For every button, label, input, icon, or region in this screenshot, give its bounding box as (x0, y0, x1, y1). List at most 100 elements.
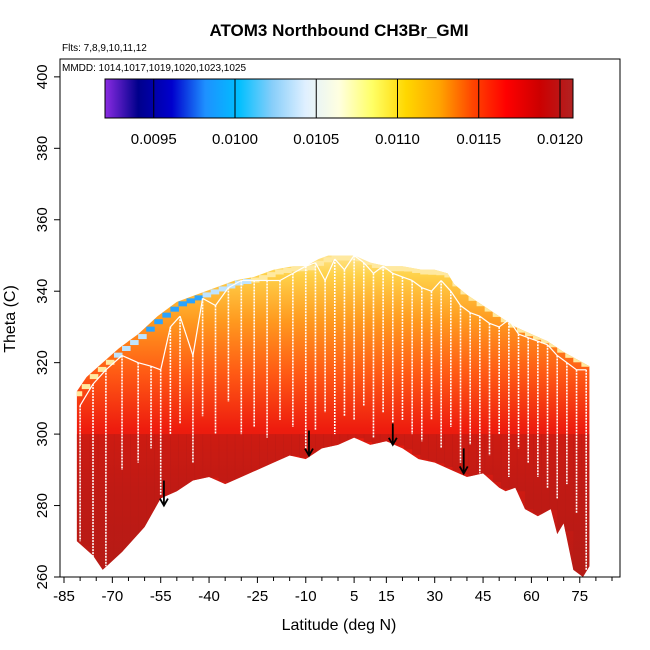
heatmap-cell (484, 306, 494, 312)
colorbar-gradient (104, 78, 574, 119)
x-tick-label: 30 (426, 588, 443, 605)
heatmap-cell (565, 434, 574, 532)
heatmap-cell (250, 434, 260, 473)
y-axis: 260 280 300 320 340 360 380 400 (34, 64, 60, 590)
heatmap-cell (500, 434, 510, 489)
heatmap-cell (331, 255, 341, 261)
x-tick-label: -40 (198, 588, 220, 605)
flight-track-top-segment (547, 344, 558, 356)
flight-track-top-segment (353, 255, 365, 264)
heatmap-cell (428, 434, 437, 462)
x-tick-label: 5 (350, 588, 358, 605)
heatmap-cell (299, 434, 308, 458)
heatmap-cell (89, 434, 99, 553)
flight-track-top-segment (479, 315, 490, 324)
heatmap-cell (146, 434, 155, 525)
colorbar-tick-label: 0.0110 (375, 131, 420, 148)
x-tick-label: 75 (571, 588, 588, 605)
heatmap-cell (146, 326, 155, 332)
colorbar-tick-label: 0.0095 (131, 131, 177, 148)
heatmap-cell (178, 434, 187, 491)
heatmap-cell (452, 434, 461, 471)
flight-track-top-segment (421, 287, 432, 292)
heatmap-cell (541, 434, 550, 515)
heatmap-cell (492, 434, 502, 482)
heatmap-cell (339, 434, 349, 445)
flight-track-top-segment (382, 265, 394, 274)
heatmap-cell (81, 384, 91, 390)
flight-track-top-segment (105, 355, 123, 371)
heatmap-cell (444, 272, 453, 278)
heatmap-cell (508, 434, 518, 491)
plot-frame (59, 58, 621, 578)
flight-track-top-segment (566, 362, 577, 371)
x-tick-label: -25 (247, 588, 269, 605)
heatmap-cells (76, 255, 590, 577)
heatmap-cell (468, 434, 478, 477)
heatmap-cell (234, 434, 244, 480)
heatmap-cell (524, 434, 534, 510)
arrow-head (304, 448, 314, 458)
heatmap-cell (484, 434, 494, 475)
heatmap-cell (468, 295, 478, 301)
heatmap-cell (557, 347, 566, 353)
heatmap-cell (549, 342, 558, 348)
flight-track-top-segment (314, 262, 326, 281)
flight-track-top-segment (215, 287, 229, 306)
y-tick-label: 380 (34, 136, 51, 161)
colorbar-ticks: 0.0095 0.0100 0.0105 0.0110 0.0115 0.0120 (131, 79, 583, 148)
arrow-marker (458, 448, 469, 476)
flight-track-top-segment (121, 354, 139, 364)
flight-track-top-segment (469, 312, 481, 317)
heatmap-cell (363, 434, 373, 442)
y-tick-label: 340 (34, 279, 51, 304)
y-tick-label: 360 (34, 207, 51, 232)
flight-track-top-segment (169, 315, 181, 328)
flight-track-top-segment (150, 365, 161, 371)
heatmap-cell (573, 434, 582, 570)
heatmap-cell (420, 434, 429, 460)
heatmap-cell (113, 352, 123, 358)
flight-track-top-segment (137, 362, 152, 367)
heatmap-cell (581, 434, 590, 576)
heatmap-cell (589, 434, 590, 567)
heatmap-cell (162, 434, 171, 498)
heatmap-cell (267, 434, 276, 466)
heatmap-cell (242, 279, 252, 285)
heatmap-cell (412, 267, 421, 273)
heatmap-cell (218, 286, 228, 292)
heatmap-cell (178, 301, 187, 307)
flight-tracks (79, 255, 588, 570)
heatmap-cell (444, 434, 453, 467)
heatmap-cell (396, 434, 405, 446)
heatmap-cell (186, 434, 196, 485)
heatmap-cell (363, 259, 373, 265)
heatmap-cell (516, 327, 526, 333)
heatmap-cell (210, 289, 220, 295)
heatmap-cell (379, 434, 389, 443)
heatmap-cell (275, 434, 284, 462)
flight-track-top-segment (279, 272, 294, 282)
heatmap-cell (371, 262, 381, 268)
heatmap-cell (315, 260, 324, 266)
heatmap-cell (396, 266, 405, 272)
heatmap-cell (154, 434, 163, 510)
flight-track-top-segment (292, 265, 307, 274)
heatmap-cell (122, 345, 131, 351)
heatmap-cell (299, 266, 308, 272)
heatmap-cell (404, 434, 413, 450)
heatmap-cell (549, 434, 558, 511)
heatmap-cell (194, 434, 204, 481)
heatmap-cell (162, 312, 171, 318)
heatmap-cell (323, 434, 333, 449)
flight-track-top-segment (373, 265, 384, 274)
flight-track-top-segment (179, 316, 194, 356)
heatmap-cell (130, 434, 139, 544)
heatmap-cell (460, 434, 470, 475)
x-axis-title: Latitude (deg N) (282, 617, 397, 634)
heatmap-cell (105, 434, 115, 567)
heatmap-cell (524, 331, 534, 337)
heatmap-cell (186, 298, 196, 304)
heatmap-cell (210, 434, 220, 478)
heatmap-cell (267, 272, 276, 278)
